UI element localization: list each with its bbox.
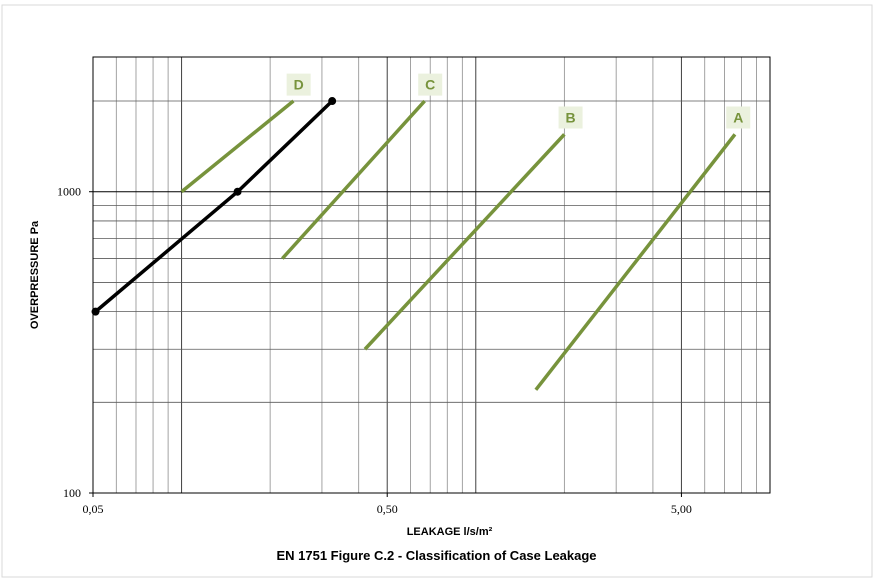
class-line-c	[281, 99, 426, 260]
class-label-box-a	[726, 106, 751, 129]
class-label-c: C	[425, 77, 435, 93]
y-tick-label: 1000	[57, 185, 81, 199]
class-line-d	[180, 99, 295, 194]
measured-series-point	[91, 307, 100, 316]
class-label-b: B	[566, 109, 576, 125]
y-tick-label: 100	[63, 486, 81, 500]
plot-area-border	[92, 56, 771, 494]
measured-series-point	[233, 187, 242, 196]
grid-lines	[93, 57, 770, 493]
x-axis-title: LEAKAGE l/s/m²	[407, 526, 493, 538]
x-tick-label: 0,05	[83, 502, 104, 516]
class-label-a: A	[733, 109, 743, 125]
class-label-box-b	[558, 106, 583, 129]
y-axis-title: OVERPRESSURE Pa	[29, 220, 41, 329]
class-label-box-c	[418, 73, 443, 96]
measured-series-point	[328, 97, 337, 106]
x-tick-label: 5,00	[671, 502, 692, 516]
class-line-b	[363, 133, 566, 351]
series-layer: A B C D	[91, 73, 751, 391]
tick-labels: 0,05 0,50 5,00 100 1000	[57, 185, 692, 516]
chart-title: EN 1751 Figure C.2 - Classification of C…	[276, 548, 596, 563]
chart-area-frame	[1, 4, 873, 578]
class-line-a	[534, 133, 737, 391]
class-label-box-d	[286, 73, 311, 96]
class-label-d: D	[294, 77, 304, 93]
x-tick-label: 0,50	[377, 502, 398, 516]
